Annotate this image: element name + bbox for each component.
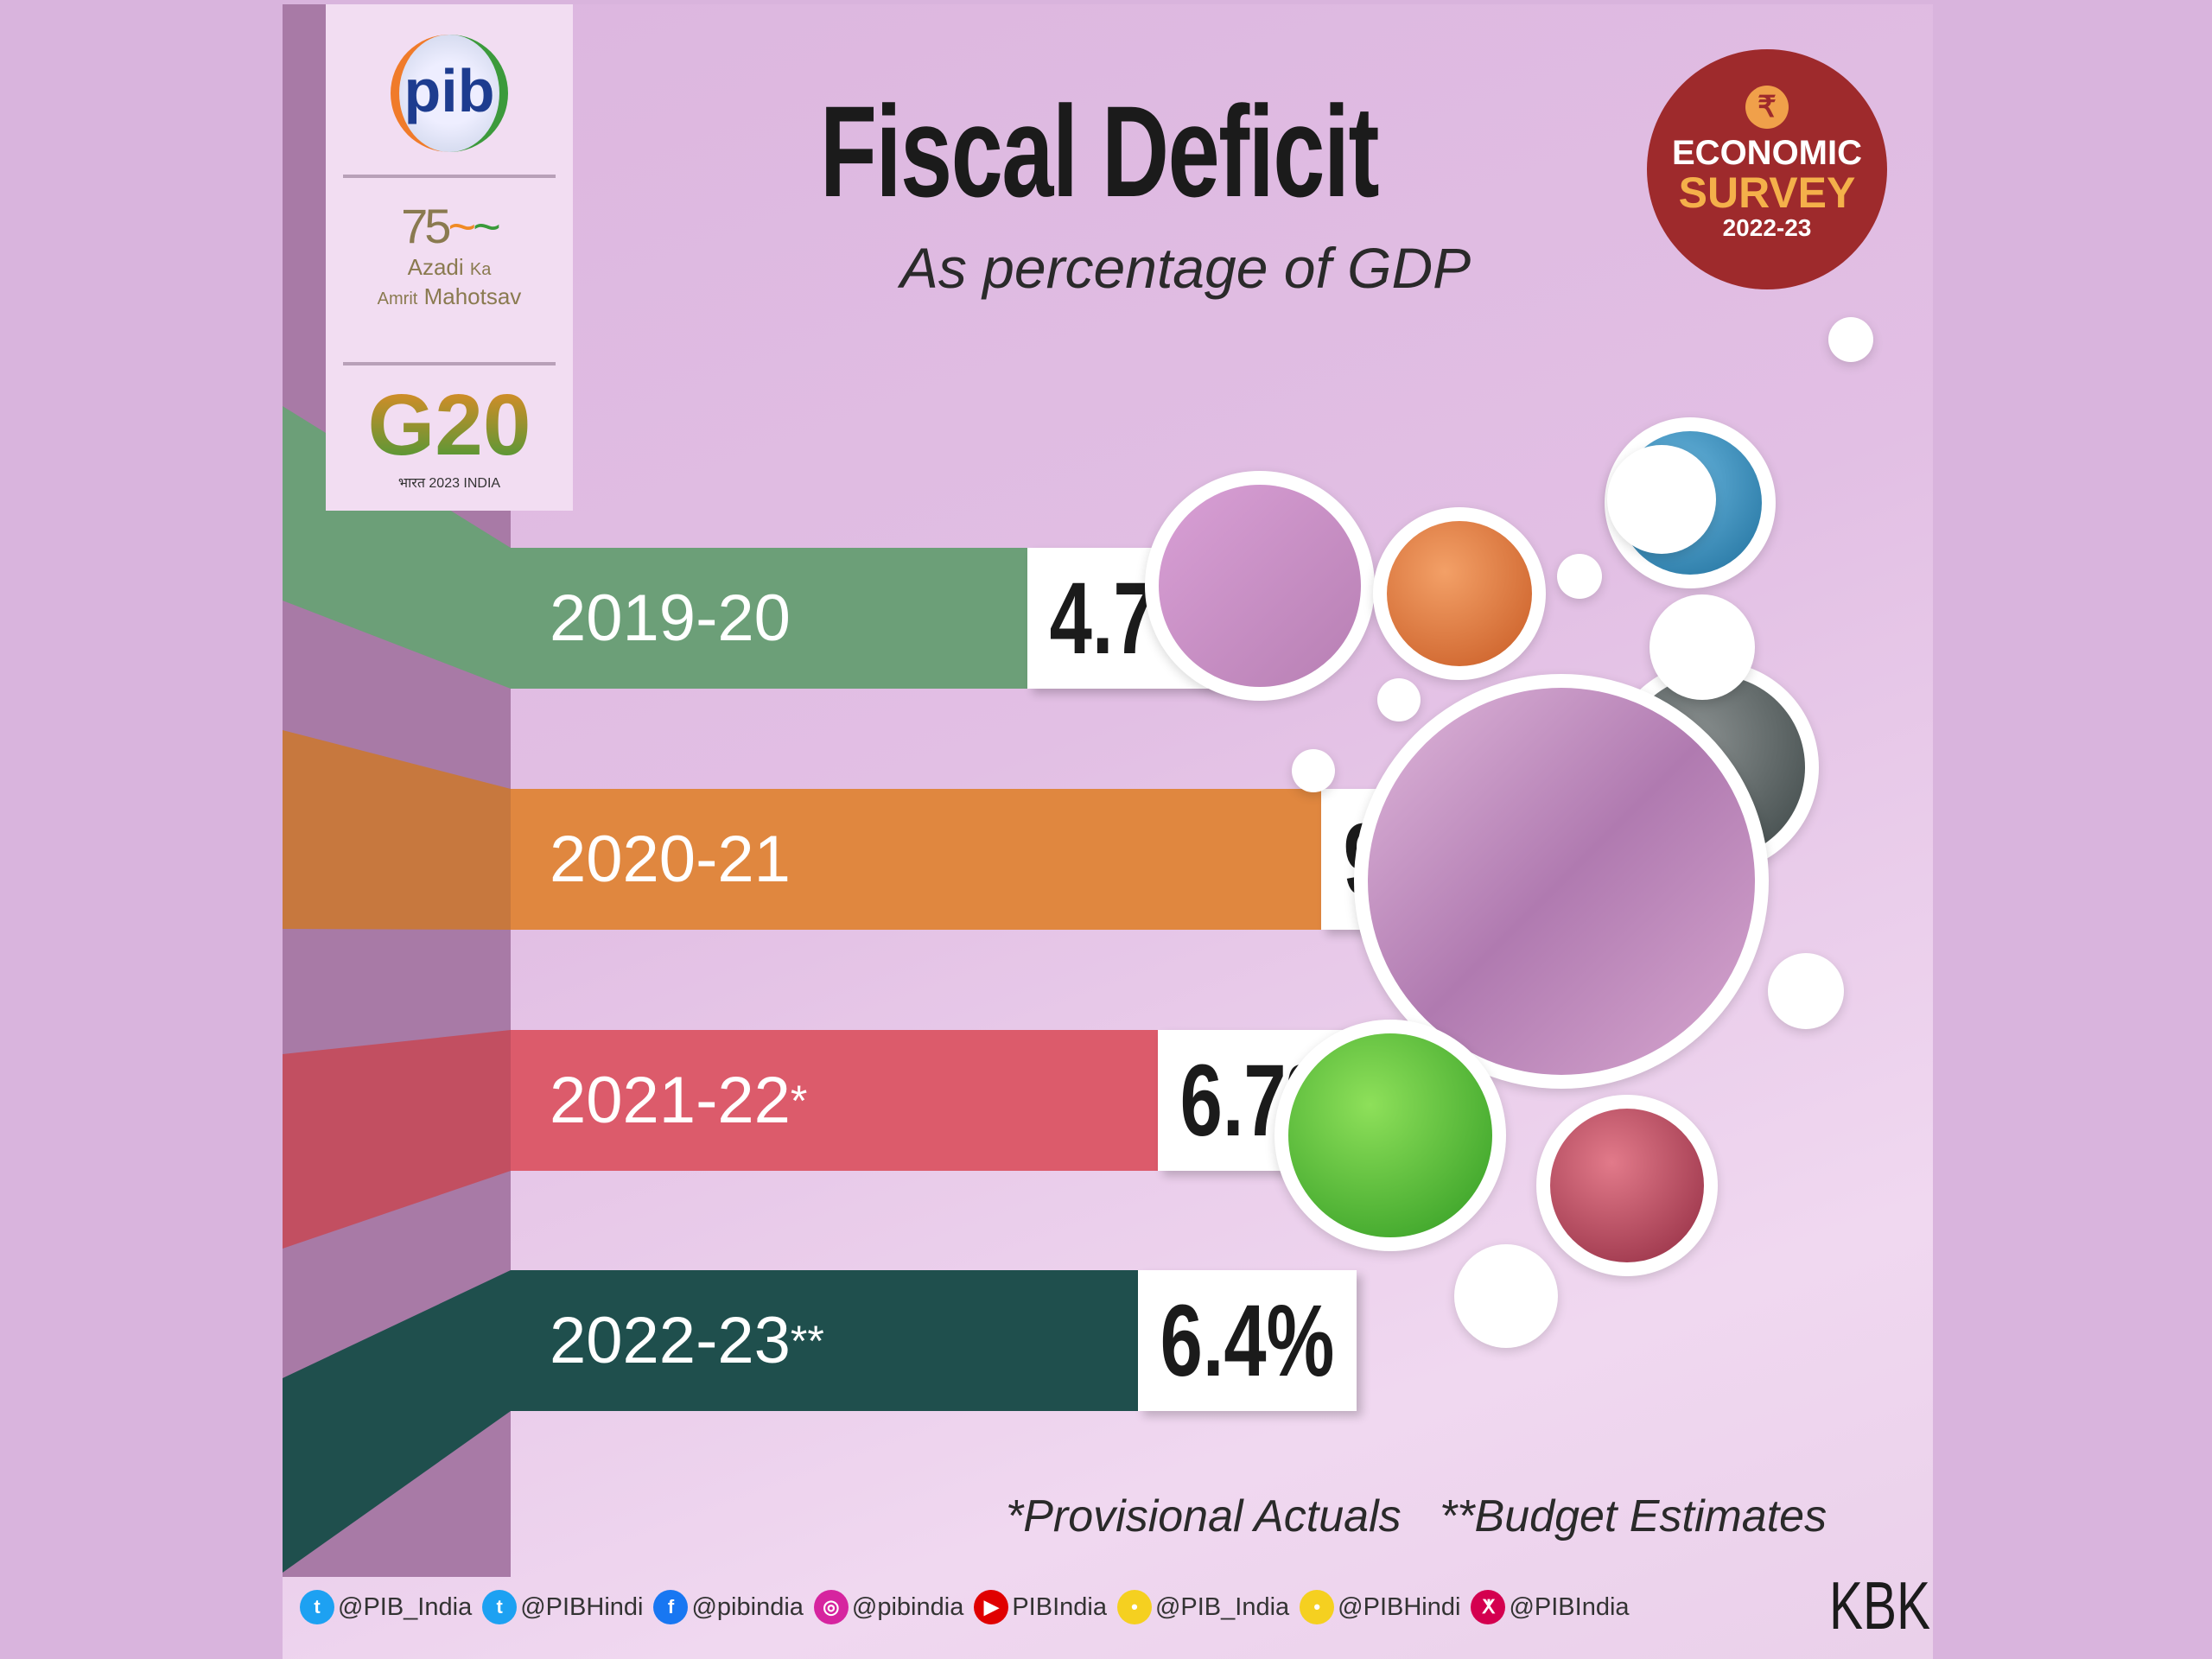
twitter-icon: t [300,1590,334,1624]
divider [343,175,556,178]
economic-survey-badge: ₹ ECONOMIC SURVEY 2022-23 [1647,49,1887,289]
logo-text: Ka [469,260,492,279]
bar-2021-22: 2021-22 * 6.7% [511,1030,1376,1171]
social-handle: @PIBIndia [1509,1592,1630,1621]
logo-text: Mahotsav [423,283,522,309]
social-link[interactable]: ◎ @pibindia [813,1590,964,1624]
social-link[interactable]: • @PIBHindi [1300,1590,1460,1624]
badge-line: ECONOMIC [1672,134,1862,172]
category-text: 2019-20 [550,582,791,655]
white-bubble [1292,749,1335,792]
category-text: 2021-22 [550,1064,791,1137]
instagram-icon: ◎ [813,1590,849,1624]
footnote-budget-estimates: **Budget Estimates [1440,1491,1827,1541]
social-link[interactable]: ⵅ @PIBIndia [1471,1590,1630,1624]
twitter-icon: t [482,1590,518,1624]
g20-logo: G20 भारत 2023 INDIA [367,377,531,491]
logo-panel: pib 75~~ Azadi Ka Amrit Mahotsav G20 भार… [326,4,573,511]
bar-2019-20: 2019-20 4.7% [511,548,1246,689]
social-handle: @pibindia [851,1592,964,1621]
social-footer: t @PIB_India t @PIBHindi f @pibindia ◎ @pibindi… [300,1590,1637,1624]
badge-line: SURVEY [1678,168,1856,217]
social-link[interactable]: ▶ PIBIndia [974,1590,1107,1624]
social-link[interactable]: f @pibindia [653,1590,804,1624]
infographic-poster: pib 75~~ Azadi Ka Amrit Mahotsav G20 भार… [283,4,1933,1659]
social-handle: @PIBHindi [520,1592,644,1621]
currency-note-bubble [1145,471,1375,701]
bar-category-label: 2021-22 * [511,1030,1158,1171]
sharechat-icon: ⵅ [1471,1590,1506,1624]
bar-category-label: 2019-20 [511,548,1027,689]
logo-text: Azadi [407,254,464,280]
footnotes: *Provisional Actuals **Budget Estimates [1006,1491,1853,1542]
currency-notes-bubble [1354,674,1769,1089]
orange-bubble [1373,507,1546,680]
footnote-provisional: *Provisional Actuals [1006,1491,1402,1541]
bar-value-label: 6.4% [1138,1270,1357,1411]
category-text: 2022-23 [550,1304,791,1377]
social-handle: @PIB_India [338,1592,473,1621]
white-bubble [1557,554,1602,599]
bar-category-label: 2020-21 [511,789,1321,930]
rupee-icon: ₹ [1745,86,1789,129]
green-bubble [1274,1020,1506,1251]
red-bubble [1536,1095,1718,1276]
bar-category-label: 2022-23 ** [511,1270,1139,1411]
white-bubble [1607,445,1716,554]
badge-line: 2022-23 [1722,214,1812,241]
page-title: Fiscal Deficit [819,79,1380,224]
social-link[interactable]: t @PIBHindi [482,1590,643,1624]
pib-logo: pib [326,35,573,152]
social-handle: @PIBHindi [1338,1592,1461,1621]
value-text: 6.4% [1160,1283,1335,1398]
social-link[interactable]: t @PIB_India [300,1590,472,1624]
social-link[interactable]: • @PIB_India [1116,1590,1290,1624]
white-bubble [1828,317,1873,362]
social-handle: PIBIndia [1012,1592,1107,1621]
azadi-ka-amrit-mahotsav-logo: 75~~ Azadi Ka Amrit Mahotsav [326,199,573,313]
white-bubble [1649,594,1755,700]
koo-icon: • [1116,1590,1152,1624]
logo-75: 75~~ [401,199,501,253]
white-bubble [1768,953,1844,1029]
footnote-mark: * [790,1076,808,1125]
white-bubble [1377,678,1421,721]
social-handle: @pibindia [691,1592,804,1621]
white-bubble [1454,1244,1558,1348]
page-subtitle: As percentage of GDP [899,236,1471,300]
signature: KBK [1829,1567,1931,1643]
social-handle: @PIB_India [1154,1592,1290,1621]
category-text: 2020-21 [550,823,791,896]
footnote-mark: ** [790,1316,824,1365]
facebook-icon: f [653,1590,689,1624]
youtube-icon: ▶ [974,1590,1009,1624]
koo-icon: • [1300,1590,1335,1624]
logo-text: Amrit [377,289,418,308]
bar-2022-23: 2022-23 ** 6.4% [511,1270,1357,1411]
divider [343,362,556,365]
